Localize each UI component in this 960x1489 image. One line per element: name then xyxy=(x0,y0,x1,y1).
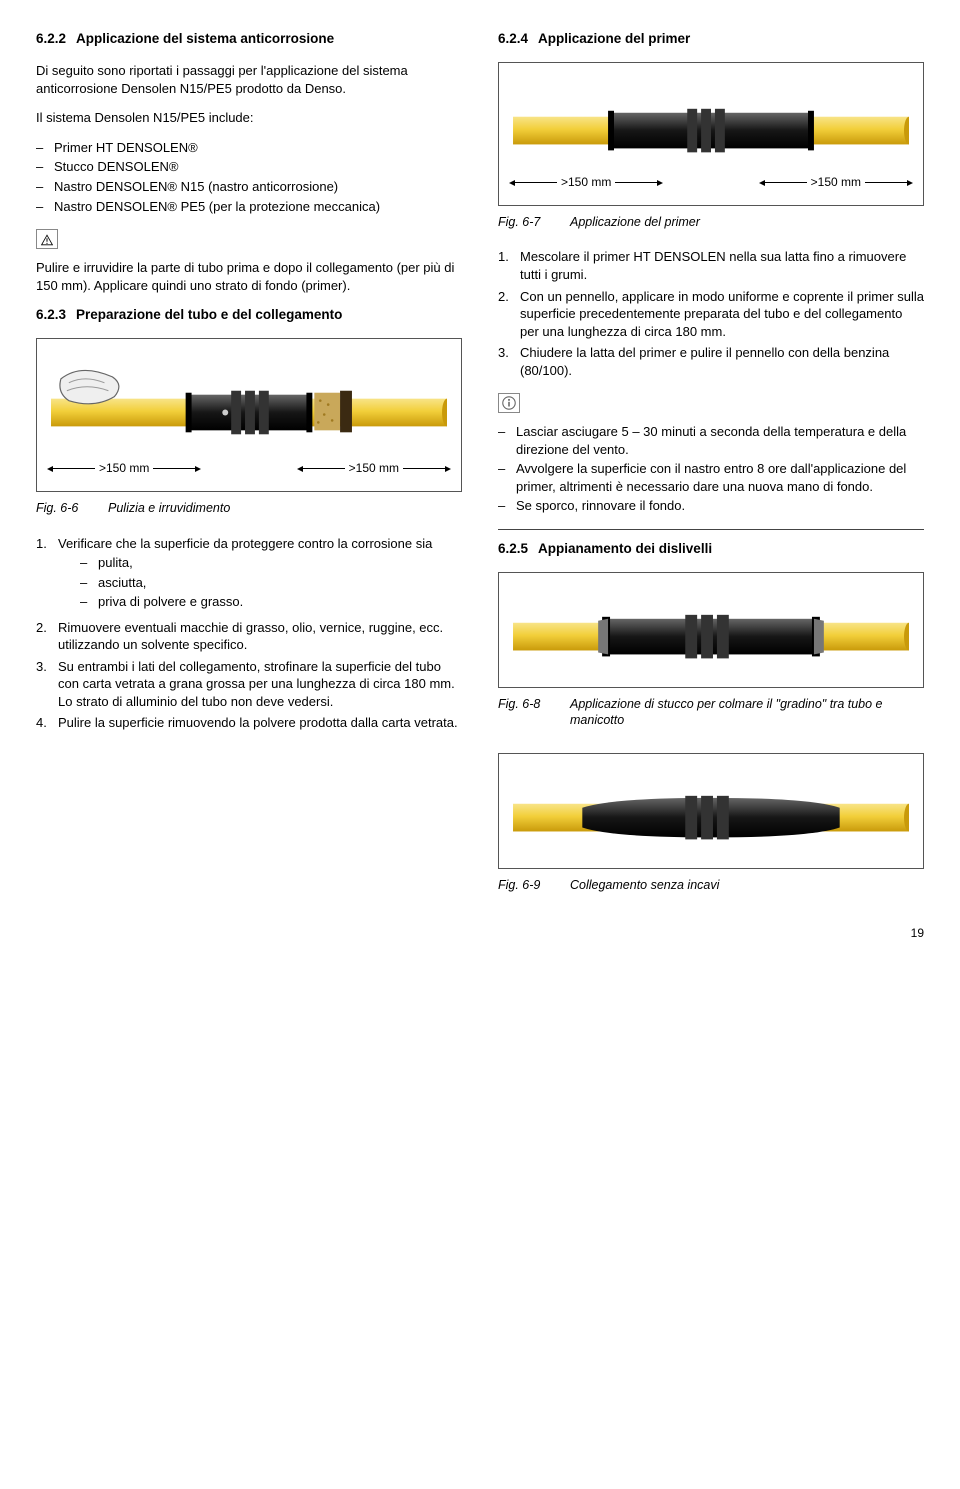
figure-id: Fig. 6-8 xyxy=(498,696,570,713)
step-item: 2.Con un pennello, applicare in modo uni… xyxy=(498,288,924,341)
list-item: Stucco DENSOLEN® xyxy=(36,158,462,176)
figure-id: Fig. 6-6 xyxy=(36,500,108,517)
step-text: Pulire la superficie rimuovendo la polve… xyxy=(58,714,462,732)
step-number: 1. xyxy=(498,248,520,283)
pipe-diagram-filled xyxy=(513,780,909,853)
dimension-row: >150 mm >150 mm xyxy=(51,460,447,476)
figure-id: Fig. 6-7 xyxy=(498,214,570,231)
heading-6-2-2: 6.2.2 Applicazione del sistema anticorros… xyxy=(36,30,462,48)
heading-title: Appianamento dei dislivelli xyxy=(538,541,712,556)
list-item: Primer HT DENSOLEN® xyxy=(36,139,462,157)
figure-6-6: >150 mm >150 mm xyxy=(36,338,462,491)
pipe-diagram-putty xyxy=(513,599,909,672)
list-item: asciutta, xyxy=(80,574,462,592)
right-column: 6.2.4 Applicazione del primer >150 mm xyxy=(498,30,924,897)
figure-6-7: >150 mm >150 mm xyxy=(498,62,924,205)
dimension-label: >150 mm xyxy=(561,174,611,190)
list-item: Nastro DENSOLEN® PE5 (per la protezione … xyxy=(36,198,462,216)
step-number: 3. xyxy=(498,344,520,379)
heading-6-2-3: 6.2.3 Preparazione del tubo e del collega… xyxy=(36,306,462,324)
step-text: Mescolare il primer HT DENSOLEN nella su… xyxy=(520,248,924,283)
heading-6-2-4: 6.2.4 Applicazione del primer xyxy=(498,30,924,48)
step-item: 3.Su entrambi i lati del collegamento, s… xyxy=(36,658,462,711)
warning-icon xyxy=(36,229,58,249)
dimension-label: >150 mm xyxy=(811,174,861,190)
heading-title: Applicazione del sistema anticorrosione xyxy=(76,31,334,46)
figure-caption-row: Fig. 6-6 Pulizia e irruvidimento xyxy=(36,500,462,517)
list-item: priva di polvere e grasso. xyxy=(80,593,462,611)
figure-caption: Pulizia e irruvidimento xyxy=(108,500,230,517)
info-list: Lasciar asciugare 5 – 30 minuti a second… xyxy=(498,423,924,515)
step-text: Con un pennello, applicare in modo unifo… xyxy=(520,288,924,341)
figure-caption: Collegamento senza incavi xyxy=(570,877,719,894)
list-item: pulita, xyxy=(80,554,462,572)
dimension-label: >150 mm xyxy=(99,460,149,476)
intro-paragraph: Di seguito sono riportati i passaggi per… xyxy=(36,62,462,97)
step-item: 1.Mescolare il primer HT DENSOLEN nella … xyxy=(498,248,924,283)
figure-id: Fig. 6-9 xyxy=(498,877,570,894)
list-item: Se sporco, rinnovare il fondo. xyxy=(498,497,924,515)
pipe-diagram-primer xyxy=(513,89,909,168)
include-lead: Il sistema Densolen N15/PE5 include: xyxy=(36,109,462,127)
steps-6-7: 1.Mescolare il primer HT DENSOLEN nella … xyxy=(498,248,924,379)
divider xyxy=(498,529,924,530)
step-item: 1. Verificare che la superficie da prote… xyxy=(36,535,462,615)
step-text: Rimuovere eventuali macchie di grasso, o… xyxy=(58,619,462,654)
heading-number: 6.2.4 xyxy=(498,31,528,46)
step-number: 2. xyxy=(36,619,58,654)
list-item: Avvolgere la superficie con il nastro en… xyxy=(498,460,924,495)
figure-6-9 xyxy=(498,753,924,868)
figure-caption: Applicazione del primer xyxy=(570,214,700,231)
figure-caption-row: Fig. 6-9 Collegamento senza incavi xyxy=(498,877,924,894)
figure-caption-row: Fig. 6-7 Applicazione del primer xyxy=(498,214,924,231)
heading-number: 6.2.3 xyxy=(36,307,66,322)
left-column: 6.2.2 Applicazione del sistema anticorros… xyxy=(36,30,462,897)
dimension-label: >150 mm xyxy=(349,460,399,476)
step-item: 3.Chiudere la latta del primer e pulire … xyxy=(498,344,924,379)
step-text: Chiudere la latta del primer e pulire il… xyxy=(520,344,924,379)
step-sublist: pulita, asciutta, priva di polvere e gra… xyxy=(58,554,462,611)
figure-caption-row: Fig. 6-8 Applicazione di stucco per colm… xyxy=(498,696,924,730)
step-number: 3. xyxy=(36,658,58,711)
page-number: 19 xyxy=(36,925,924,941)
step-item: 4.Pulire la superficie rimuovendo la pol… xyxy=(36,714,462,732)
info-icon xyxy=(498,393,520,413)
pipe-diagram-cleaning xyxy=(51,365,447,454)
figure-caption: Applicazione di stucco per colmare il "g… xyxy=(570,696,924,730)
list-item: Nastro DENSOLEN® N15 (nastro anticorrosi… xyxy=(36,178,462,196)
two-column-layout: 6.2.2 Applicazione del sistema anticorros… xyxy=(36,30,924,897)
include-list: Primer HT DENSOLEN® Stucco DENSOLEN® Nas… xyxy=(36,139,462,215)
list-item: Lasciar asciugare 5 – 30 minuti a second… xyxy=(498,423,924,458)
heading-title: Preparazione del tubo e del collegamento xyxy=(76,307,342,322)
step-number: 4. xyxy=(36,714,58,732)
heading-title: Applicazione del primer xyxy=(538,31,690,46)
steps-6-6: 1. Verificare che la superficie da prote… xyxy=(36,535,462,732)
heading-number: 6.2.5 xyxy=(498,541,528,556)
step-number: 1. xyxy=(36,535,58,615)
step-text: Verificare che la superficie da protegge… xyxy=(58,535,462,615)
step-item: 2.Rimuovere eventuali macchie di grasso,… xyxy=(36,619,462,654)
step-text: Su entrambi i lati del collegamento, str… xyxy=(58,658,462,711)
step-number: 2. xyxy=(498,288,520,341)
heading-number: 6.2.2 xyxy=(36,31,66,46)
heading-6-2-5: 6.2.5 Appianamento dei dislivelli xyxy=(498,540,924,558)
warning-text: Pulire e irruvidire la parte di tubo pri… xyxy=(36,259,462,294)
dimension-row: >150 mm >150 mm xyxy=(513,174,909,190)
step-lead: Verificare che la superficie da protegge… xyxy=(58,536,432,551)
figure-6-8 xyxy=(498,572,924,687)
